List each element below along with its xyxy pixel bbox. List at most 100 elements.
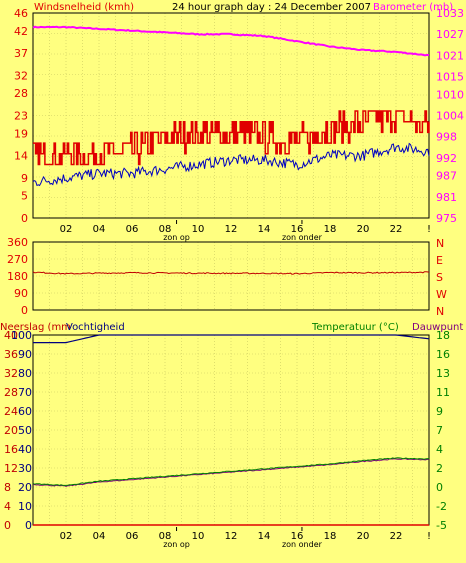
direction-axis-tick: 180 — [7, 270, 28, 283]
time-tick-label: 20 — [357, 224, 370, 235]
wind-axis-tick: 23 — [14, 110, 28, 123]
humidity-axis-tick: 40 — [18, 443, 32, 456]
wind-blue-line — [32, 142, 430, 187]
direction-axis-tick: 360 — [7, 236, 28, 249]
temperature-axis-tick: 13 — [436, 367, 450, 380]
middle-panel-grid — [33, 242, 429, 310]
humidity-axis-tick: 80 — [18, 367, 32, 380]
humidity-axis-tick: 30 — [18, 462, 32, 475]
time-axis-labels: 02 04 06 08 10 12 14 16 18 20 22 ! zon op zon onder 02… — [60, 220, 431, 549]
humidity-axis-tick: 60 — [18, 405, 32, 418]
compass-label: E — [436, 254, 443, 267]
barometer-line — [32, 25, 430, 57]
time-tick-label: 08 — [159, 224, 172, 235]
barometer-axis-tick: 1015 — [436, 71, 464, 84]
wind-axis-tick: 9 — [21, 172, 28, 185]
wind-axis-tick: 28 — [14, 87, 28, 100]
time-tick-label: 06 — [126, 531, 139, 542]
sunrise-label: zon op — [163, 540, 190, 549]
sunset-label: zon onder — [282, 233, 323, 242]
bottom-panel-axes: 0481216202428323640010203040506070809010… — [4, 329, 450, 532]
wind-axis-tick: 5 — [21, 190, 28, 203]
rain-axis-tick: 12 — [4, 462, 18, 475]
top-panel-axes: 0 5 9 14 19 23 28 32 37 42 46 975 981 987 992 998 1004 10… — [14, 7, 464, 225]
compass-label: N — [436, 237, 444, 250]
wind-axis-tick: 42 — [14, 25, 28, 38]
temperature-line — [32, 457, 430, 486]
barometer-axis-tick: 1033 — [436, 7, 464, 20]
sunset-label: zon onder — [282, 540, 323, 549]
bottom-panel-series — [32, 334, 430, 526]
time-tick-label: ! — [427, 531, 431, 542]
wind-direction-line — [32, 271, 430, 275]
wind-axis-tick: 19 — [14, 127, 28, 140]
time-tick-label: 08 — [159, 531, 172, 542]
wind-axis-tick: 32 — [14, 69, 28, 82]
top-panel-series — [32, 25, 430, 187]
rain-axis-tick: 36 — [4, 348, 18, 361]
wind-axis-tick: 0 — [21, 212, 28, 225]
time-tick-label: 14 — [258, 531, 271, 542]
temperature-axis-tick: -5 — [436, 519, 447, 532]
time-tick-label: 04 — [93, 531, 106, 542]
time-tick-label: 16 — [291, 224, 304, 235]
time-tick-label: 02 — [60, 531, 73, 542]
time-tick-label: 22 — [390, 224, 403, 235]
humidity-axis-tick: 20 — [18, 481, 32, 494]
barometer-axis-tick: 987 — [436, 170, 457, 183]
compass-label: S — [436, 271, 443, 284]
wind-speed-line — [33, 110, 430, 166]
barometer-axis-tick: 1010 — [436, 88, 464, 101]
rain-axis-tick: 4 — [4, 500, 11, 513]
humidity-axis-tick: 50 — [18, 424, 32, 437]
time-tick-label: 02 — [60, 224, 73, 235]
time-tick-label: 04 — [93, 224, 106, 235]
rain-axis-tick: 32 — [4, 367, 18, 380]
humidity-line — [33, 334, 430, 344]
direction-axis-tick: 90 — [14, 287, 28, 300]
rain-axis-tick: 8 — [4, 481, 11, 494]
humidity-axis-tick: 0 — [25, 519, 32, 532]
humidity-axis-title: Vochtigheid — [66, 322, 125, 333]
rain-axis-tick: 24 — [4, 405, 18, 418]
barometer-axis-tick: 1021 — [436, 49, 464, 62]
temperature-axis-tick: 11 — [436, 386, 450, 399]
barometer-axis-tick: 981 — [436, 191, 457, 204]
time-tick-label: 16 — [291, 531, 304, 542]
dewpoint-line — [32, 458, 430, 487]
wind-axis-tick: 46 — [14, 7, 28, 20]
barometer-axis-tick: 998 — [436, 131, 457, 144]
wind-axis-tick: 37 — [14, 47, 28, 60]
time-tick-label: 10 — [192, 531, 205, 542]
barometer-axis-tick: 1027 — [436, 28, 464, 41]
temperature-axis-title: Temperatuur (°C) — [311, 322, 399, 333]
humidity-axis-tick: 70 — [18, 386, 32, 399]
dewpoint-axis-title: Dauwpunt — [412, 322, 463, 333]
rain-axis-tick: 40 — [4, 329, 18, 342]
temperature-axis-tick: 0 — [436, 481, 443, 494]
middle-panel-series — [32, 271, 430, 275]
time-tick-label: 18 — [324, 224, 337, 235]
rain-axis-title: Neerslag (mm — [0, 322, 71, 333]
barometer-axis-title: Barometer (mb) — [373, 2, 453, 13]
rain-axis-tick: 16 — [4, 443, 18, 456]
wind-axis-title: Windsnelheid (kmh) — [34, 2, 134, 13]
barometer-axis-tick: 975 — [436, 212, 457, 225]
time-tick-label: ! — [427, 224, 431, 235]
rain-axis-tick: 20 — [4, 424, 18, 437]
direction-axis-tick: 270 — [7, 253, 28, 266]
time-tick-label: 12 — [225, 531, 238, 542]
middle-panel-frame — [32, 241, 430, 311]
temperature-axis-tick: 18 — [436, 329, 450, 342]
time-tick-label: 10 — [192, 224, 205, 235]
temperature-axis-tick: 2 — [436, 462, 443, 475]
compass-label: N — [436, 305, 444, 318]
temperature-axis-tick: -2 — [436, 500, 447, 513]
temperature-axis-tick: 16 — [436, 348, 450, 361]
graph-title: 24 hour graph day : 24 December 2007 — [172, 2, 371, 13]
bottom-panel-grid — [33, 335, 429, 525]
barometer-axis-tick: 1004 — [436, 110, 464, 123]
